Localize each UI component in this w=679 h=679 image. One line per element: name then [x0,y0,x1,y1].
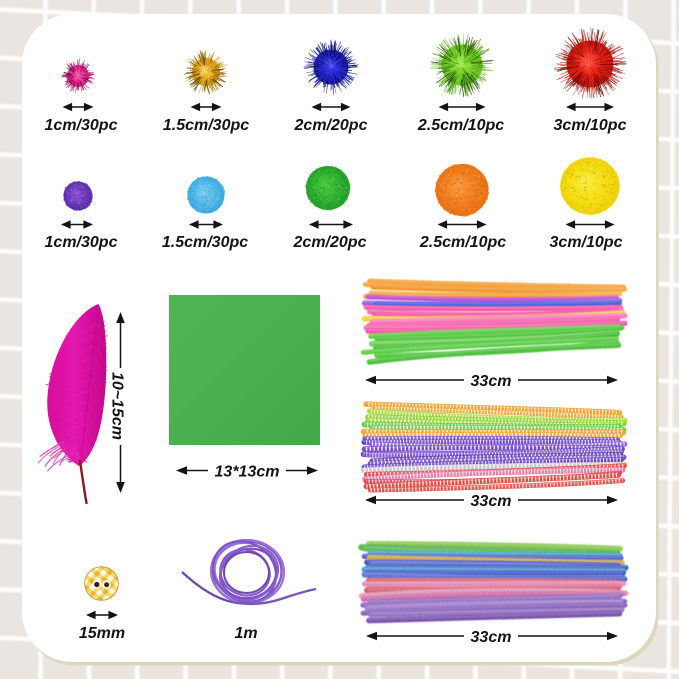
svg-text:3cm/10pc: 3cm/10pc [554,117,627,134]
svg-text:33cm: 33cm [471,373,512,390]
svg-text:10~15cm: 10~15cm [109,372,126,440]
svg-text:13*13cm: 13*13cm [215,463,280,480]
svg-text:1m: 1m [234,625,257,642]
svg-text:1cm/30pc: 1cm/30pc [45,117,118,134]
svg-text:2.5cm/10pc: 2.5cm/10pc [419,234,506,251]
svg-text:1cm/30pc: 1cm/30pc [45,234,118,251]
svg-text:1.5cm/30pc: 1.5cm/30pc [163,117,249,134]
svg-text:2cm/20pc: 2cm/20pc [293,234,367,251]
svg-text:2.5cm/10pc: 2.5cm/10pc [417,117,504,134]
svg-text:33cm: 33cm [471,629,512,646]
svg-text:1.5cm/30pc: 1.5cm/30pc [162,234,248,251]
svg-text:33cm: 33cm [471,493,512,510]
svg-text:15mm: 15mm [79,625,125,642]
svg-text:2cm/20pc: 2cm/20pc [294,117,368,134]
svg-text:3cm/10pc: 3cm/10pc [550,234,623,251]
